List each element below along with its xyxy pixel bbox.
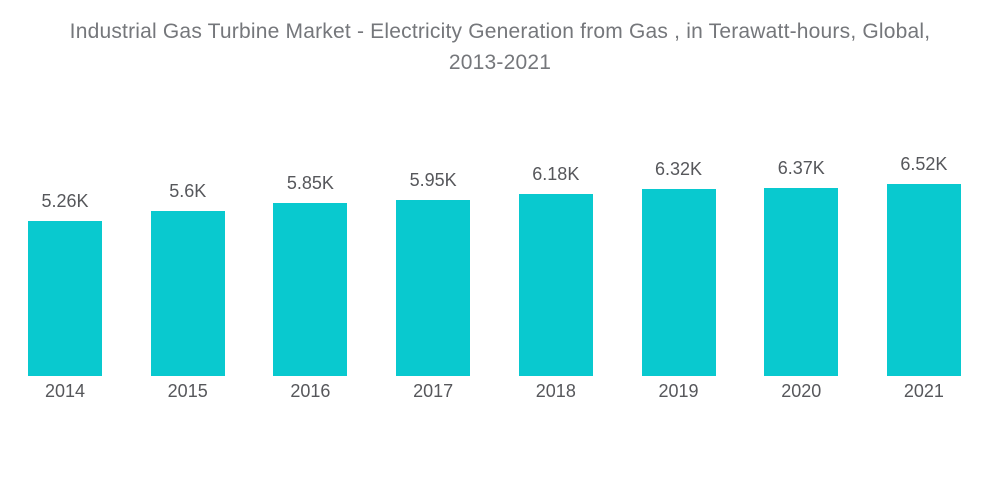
- x-axis-labels: 2014 2015 2016 2017 2018 2019 2020 2021: [28, 381, 961, 402]
- bar: [150, 210, 225, 376]
- bar-column: 6.18K: [518, 163, 593, 376]
- bar-column: 5.95K: [396, 170, 471, 376]
- x-axis-tick-label: 2018: [535, 381, 576, 401]
- bar-value-label: 5.6K: [169, 180, 207, 201]
- bar: [886, 183, 961, 376]
- bar: [273, 203, 348, 376]
- chart-title: Industrial Gas Turbine Market - Electric…: [10, 16, 990, 78]
- chart-title-line2: 2013-2021: [448, 51, 552, 74]
- bar: [764, 187, 839, 376]
- bar-column: 6.52K: [886, 153, 961, 376]
- bar: [641, 189, 716, 376]
- bar-value-label: 5.95K: [409, 170, 457, 191]
- bar-chart-plot-area: 5.26K 5.6K 5.85K 5.95K 6.18K 6.32K 6.37K 6.52K: [28, 153, 961, 376]
- bar-column: 6.32K: [641, 159, 716, 376]
- x-axis-tick-label: 2016: [290, 381, 331, 401]
- bar: [396, 200, 471, 376]
- x-axis-tick-label: 2020: [781, 381, 822, 401]
- bar-value-label: 5.26K: [41, 190, 89, 211]
- bar-value-label: 5.85K: [286, 173, 334, 194]
- bar: [28, 220, 102, 376]
- x-axis-tick-label: 2014: [44, 381, 86, 401]
- bar-value-label: 6.37K: [777, 157, 825, 178]
- x-axis-tick-label: 2021: [903, 381, 944, 401]
- x-axis-tick-label: 2019: [658, 381, 699, 401]
- bar: [518, 193, 593, 376]
- chart-title-line1: Industrial Gas Turbine Market - Electric…: [69, 20, 931, 43]
- bar-value-label: 6.32K: [654, 159, 703, 180]
- bar-column: 5.26K: [28, 191, 102, 376]
- x-axis-tick-label: 2017: [413, 381, 454, 401]
- bar-column: 6.37K: [764, 157, 839, 376]
- bar-value-label: 6.52K: [900, 153, 948, 174]
- bar-column: 5.6K: [150, 180, 225, 376]
- bar-value-label: 6.18K: [532, 163, 580, 184]
- x-axis-tick-label: 2015: [167, 381, 208, 401]
- bar-column: 5.85K: [273, 173, 348, 376]
